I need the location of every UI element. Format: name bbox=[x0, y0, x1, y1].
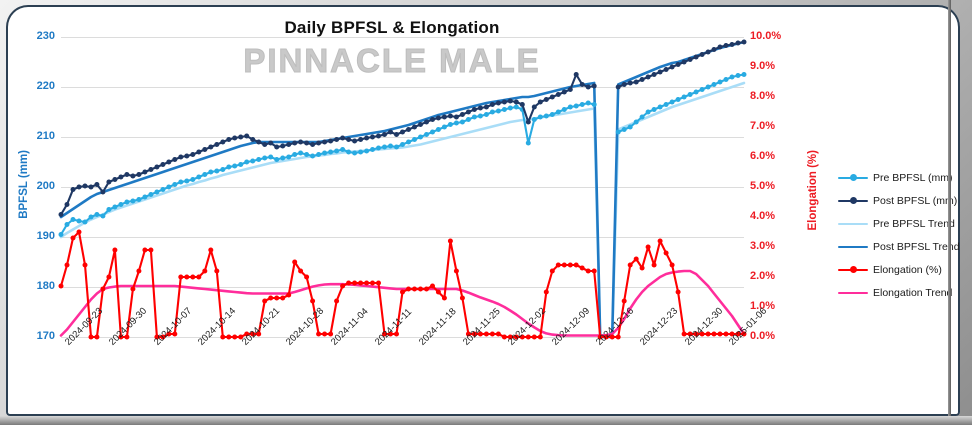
y-axis-right-tick-label: 5.0% bbox=[750, 180, 776, 192]
legend-line bbox=[838, 222, 868, 226]
series-post-bpfsl-mm bbox=[58, 39, 747, 217]
chart-title: Daily BPFSL & Elongation bbox=[284, 18, 500, 37]
series-post-bpfsl-trend bbox=[59, 40, 746, 339]
legend-label: Pre BPFSL Trend bbox=[873, 217, 955, 230]
chart-container: PINNACLE MALE Daily BPFSL & Elongation B… bbox=[12, 10, 960, 416]
y-axis-right-tick-label: 8.0% bbox=[750, 90, 776, 102]
legend-swatch-icon bbox=[838, 264, 868, 276]
watermark-text: PINNACLE MALE bbox=[243, 42, 541, 80]
gridline bbox=[61, 287, 744, 288]
gridline bbox=[61, 337, 744, 338]
y-axis-left-tick-label: 190 bbox=[36, 230, 55, 242]
series-pre-bpfsl-mm bbox=[58, 72, 747, 237]
x-axis-ticks: 2024-09-23 2024-09-30 2024-10-07 2024-10-14… bbox=[61, 306, 769, 410]
series-plot bbox=[58, 39, 747, 340]
gridline bbox=[61, 187, 744, 188]
y-axis-right-tick-label: 4.0% bbox=[750, 210, 776, 222]
y-axis-right-title: Elongation (%) bbox=[807, 150, 819, 231]
legend-line bbox=[838, 245, 868, 249]
legend-item[interactable]: Pre BPFSL Trend bbox=[838, 212, 960, 235]
series-elongation-trend bbox=[59, 269, 746, 337]
legend-swatch-icon bbox=[838, 241, 868, 253]
gridline bbox=[61, 137, 744, 138]
y-axis-right-tick-label: 9.0% bbox=[750, 60, 776, 72]
y-axis-right-tick-label: 3.0% bbox=[750, 240, 776, 252]
legend-item[interactable]: Elongation Trend bbox=[838, 281, 960, 304]
series-elongation bbox=[58, 229, 747, 340]
legend-swatch-icon bbox=[838, 218, 868, 230]
y-axis-right-tick-label: 6.0% bbox=[750, 150, 776, 162]
legend-label: Post BPFSL Trend bbox=[873, 240, 960, 253]
legend-marker-dot bbox=[850, 196, 857, 204]
chart-legend: Pre BPFSL (mm) Post BPFSL (mm) Pre BPFSL T… bbox=[838, 166, 960, 304]
legend-item[interactable]: Pre BPFSL (mm) bbox=[838, 166, 960, 189]
y-axis-right-tick-label: 10.0% bbox=[750, 30, 782, 42]
legend-label: Post BPFSL (mm) bbox=[873, 194, 958, 207]
legend-label: Pre BPFSL (mm) bbox=[873, 171, 953, 184]
frame-separator bbox=[948, 0, 951, 425]
y-axis-right-tick-label: 1.0% bbox=[750, 300, 776, 312]
legend-item[interactable]: Post BPFSL (mm) bbox=[838, 189, 960, 212]
legend-item[interactable]: Post BPFSL Trend bbox=[838, 235, 960, 258]
gridline bbox=[61, 37, 744, 38]
y-axis-left-tick-label: 230 bbox=[36, 30, 55, 42]
y-axis-right-tick-label: 2.0% bbox=[750, 270, 776, 282]
legend-item[interactable]: Elongation (%) bbox=[838, 258, 960, 281]
plot-area: 170 180 190 200 210 220 230 0.0% 1.0% 2.0% 3.0% 4.… bbox=[37, 31, 782, 342]
legend-label: Elongation Trend bbox=[873, 286, 953, 299]
y-axis-left-tick-label: 210 bbox=[36, 130, 55, 142]
y-axis-left-tick-label: 170 bbox=[36, 330, 55, 342]
legend-swatch-icon bbox=[838, 195, 868, 207]
gridline bbox=[61, 237, 744, 238]
legend-marker-dot bbox=[850, 265, 857, 273]
legend-line bbox=[838, 291, 868, 295]
frame-bottom-bar bbox=[0, 416, 972, 425]
legend-label: Elongation (%) bbox=[873, 263, 942, 276]
y-axis-left-tick-label: 220 bbox=[36, 80, 55, 92]
y-axis-left-tick-label: 180 bbox=[36, 280, 55, 292]
y-axis-left-tick-label: 200 bbox=[36, 180, 55, 192]
y-axis-right-tick-label: 7.0% bbox=[750, 120, 776, 132]
legend-swatch-icon bbox=[838, 287, 868, 299]
gridline bbox=[61, 87, 744, 88]
y-axis-right-tick-label: 0.0% bbox=[750, 330, 776, 342]
chart-card: PINNACLE MALE Daily BPFSL & Elongation B… bbox=[6, 5, 960, 416]
legend-marker-dot bbox=[850, 173, 857, 181]
legend-swatch-icon bbox=[838, 172, 868, 184]
